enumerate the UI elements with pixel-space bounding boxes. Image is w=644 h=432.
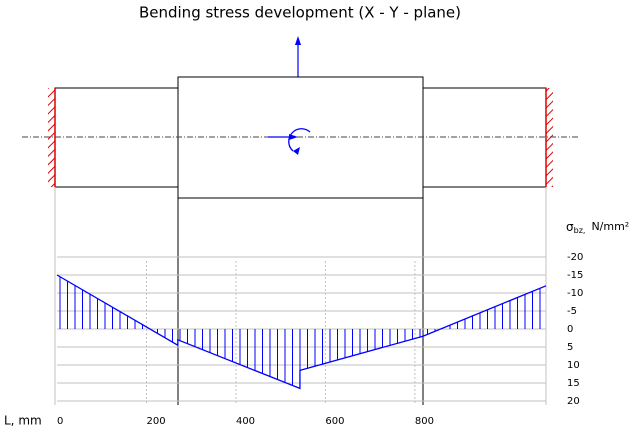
y-tick-label: -5 [567, 306, 577, 317]
y-tick-label: 0 [567, 324, 573, 335]
y-tick-label: 10 [567, 360, 580, 371]
x-tick-label: 600 [325, 416, 344, 427]
shaft-drawing [22, 36, 580, 405]
x-axis-label: L, mm [4, 414, 42, 428]
x-tick-label: 800 [415, 416, 434, 427]
x-tick-label: 200 [146, 416, 165, 427]
y-tick-label: -10 [567, 288, 583, 299]
y-tick-label: 15 [567, 378, 580, 389]
stress-line [56, 274, 547, 390]
chart-title: Bending stress development (X - Y - plan… [139, 4, 461, 22]
y-tick-label: 5 [567, 342, 573, 353]
y-tick-label: -20 [567, 252, 583, 263]
y-tick-label: 20 [567, 396, 580, 407]
y-axis-label: σbz, N/mm² [566, 220, 629, 235]
x-tick-label: 400 [236, 416, 255, 427]
y-tick-label: -15 [567, 270, 583, 281]
x-tick-label: 0 [57, 416, 63, 427]
